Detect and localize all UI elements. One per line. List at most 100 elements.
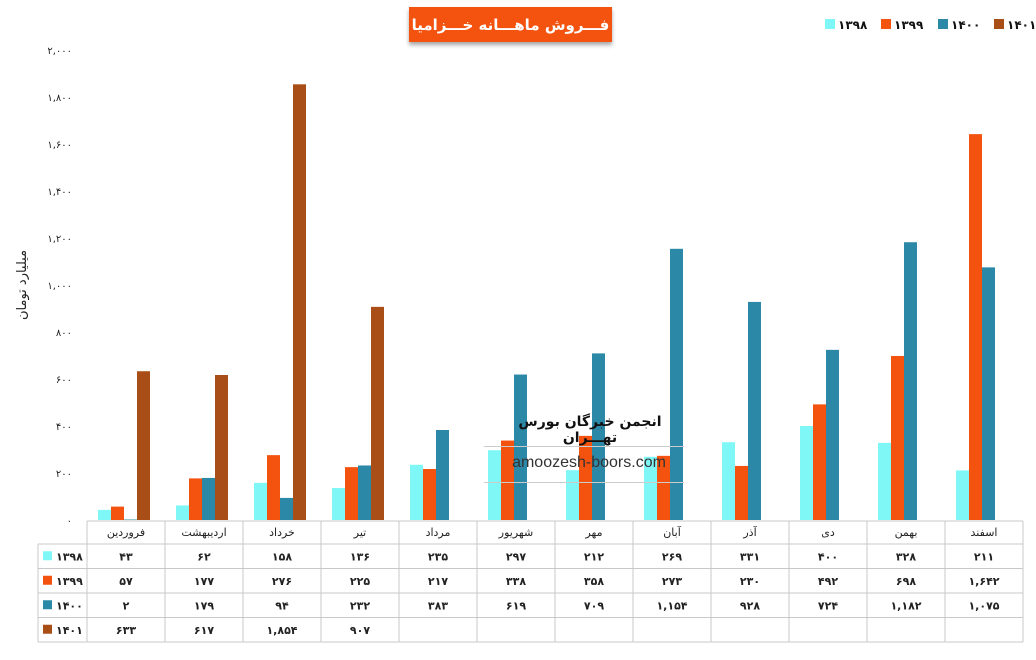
bar-2-8 xyxy=(657,455,670,520)
data-label: ۲۲۵ xyxy=(350,575,370,588)
legend-label-4: ۱۴۰۱ xyxy=(1007,18,1036,32)
bar-2-10 xyxy=(813,404,826,520)
y-tick-label: ۰ xyxy=(67,516,72,527)
y-axis-label: میلیارد تومان xyxy=(15,250,30,320)
bar-1-4 xyxy=(332,488,345,520)
data-label: ۲۹۷ xyxy=(506,550,526,563)
bar-1-6 xyxy=(488,450,501,520)
y-tick-label: ۸۰۰ xyxy=(56,328,72,339)
bar-3-5 xyxy=(436,429,449,520)
bar-3-3 xyxy=(280,497,293,520)
data-label: ۹۴ xyxy=(275,599,289,612)
bar-3-9 xyxy=(748,301,761,520)
bar-2-7 xyxy=(579,435,592,520)
data-label: ۶۱۹ xyxy=(506,599,526,612)
y-tick-label: ۶۰۰ xyxy=(56,375,72,386)
y-tick-label: ۲۰۰ xyxy=(56,469,72,480)
data-label: ۱,۸۵۴ xyxy=(266,624,297,637)
bar-1-11 xyxy=(878,442,891,520)
table-series-name: ۱۴۰۰ xyxy=(56,599,83,612)
x-tick-label: اردیبهشت xyxy=(181,526,226,539)
x-tick-label: خرداد xyxy=(269,526,295,539)
data-label: ۴۰۰ xyxy=(818,550,838,563)
y-tick-label: ۴۰۰ xyxy=(56,422,72,433)
table-series-name: ۱۴۰۱ xyxy=(56,624,83,637)
bar-3-7 xyxy=(592,353,605,520)
bar-3-8 xyxy=(670,248,683,520)
bar-3-12 xyxy=(982,267,995,520)
bars xyxy=(98,84,995,521)
data-label: ۶۲ xyxy=(197,550,211,563)
bar-1-5 xyxy=(410,464,423,520)
data-label: ۵۷ xyxy=(119,575,133,588)
data-label: ۳۳۱ xyxy=(740,550,760,563)
data-label: ۳۵۸ xyxy=(584,575,604,588)
data-label: ۶۱۷ xyxy=(194,624,214,637)
data-label: ۹۲۸ xyxy=(740,599,760,612)
watermark-divider-top xyxy=(484,446,684,447)
y-tick-label: ۱,۲۰۰ xyxy=(47,234,72,245)
data-label: ۷۲۴ xyxy=(818,599,838,612)
data-label: ۲۷۶ xyxy=(272,575,292,588)
bar-1-9 xyxy=(722,442,735,520)
bar-2-3 xyxy=(267,455,280,520)
data-label: ۴۹۲ xyxy=(818,575,838,588)
x-tick-label: آذر xyxy=(742,525,757,539)
y-tick-label: ۲,۰۰۰ xyxy=(47,46,72,57)
y-axis: ۰ ۲۰۰ ۴۰۰ ۶۰۰ ۸۰۰ ۱,۰۰۰ ۱,۲۰۰ ۱,۴۰۰ ۱,۶۰۰ ۱,۸۰۰ ۲,… xyxy=(47,46,72,527)
y-tick-label: ۱,۸۰۰ xyxy=(47,93,72,104)
data-label: ۹۰۷ xyxy=(350,624,370,637)
x-tick-label: مرداد xyxy=(426,526,451,539)
y-tick-label: ۱,۴۰۰ xyxy=(47,187,72,198)
data-label: ۲۳۲ xyxy=(350,599,370,612)
x-tick-label: مهر xyxy=(584,526,602,539)
legend-swatch-1 xyxy=(825,19,835,29)
legend-label-1: ۱۳۹۸ xyxy=(838,18,868,32)
table-series-name: ۱۳۹۸ xyxy=(56,550,83,563)
data-label: ۲۳۵ xyxy=(428,550,448,563)
x-tick-label: شهریور xyxy=(498,526,533,539)
bar-2-1 xyxy=(111,506,124,520)
chart-title: فـــروش ماهـــانه خـــزامیا xyxy=(409,7,612,42)
x-tick-label: اسفند xyxy=(971,526,998,539)
bar-2-5 xyxy=(423,469,436,520)
bar-4-2 xyxy=(215,375,228,520)
watermark-title: انجمن خبرگان بورس تهـــران xyxy=(518,414,662,446)
data-label: ۱,۰۷۵ xyxy=(968,599,999,612)
data-label: ۱۳۶ xyxy=(350,550,370,563)
bar-3-11 xyxy=(904,242,917,521)
data-label: ۳۲۸ xyxy=(896,550,916,563)
data-label: ۲۱۱ xyxy=(974,550,994,563)
legend: ۱۳۹۸ ۱۳۹۹ ۱۴۰۰ ۱۴۰۱ xyxy=(825,18,1036,32)
bar-4-1 xyxy=(137,371,150,520)
x-tick-label: دی xyxy=(821,526,835,539)
data-label: ۲۱۷ xyxy=(428,575,448,588)
data-label: ۱,۱۵۴ xyxy=(656,599,687,612)
bar-2-12 xyxy=(969,134,982,520)
data-label: ۲ xyxy=(123,599,130,612)
table-legend-swatch xyxy=(43,624,52,634)
bar-4-4 xyxy=(371,306,384,520)
watermark-url: amoozesh-boors.com xyxy=(512,454,666,471)
x-tick-label: آبان xyxy=(663,525,681,539)
bar-4-3 xyxy=(293,84,306,520)
data-label: ۲۳۰ xyxy=(740,575,760,588)
legend-swatch-3 xyxy=(938,19,948,29)
data-label: ۷۰۹ xyxy=(584,599,604,612)
bar-1-7 xyxy=(566,470,579,520)
bar-3-4 xyxy=(358,465,371,520)
legend-label-3: ۱۴۰۰ xyxy=(951,18,980,32)
data-label: ۳۸۳ xyxy=(428,599,448,612)
bar-1-3 xyxy=(254,482,267,520)
data-label: ۲۷۳ xyxy=(662,575,682,588)
data-label: ۶۳۳ xyxy=(116,624,136,637)
bar-1-1 xyxy=(98,509,111,520)
data-label: ۱۷۹ xyxy=(194,599,214,612)
x-tick-label: بهمن xyxy=(895,526,918,539)
legend-label-2: ۱۳۹۹ xyxy=(894,18,924,32)
data-table: فروردین اردیبهشت خرداد تیر مرداد شهریور مهر آبا… xyxy=(37,520,1024,643)
data-label: ۴۳ xyxy=(119,550,133,563)
bar-3-1 xyxy=(124,519,137,521)
data-label: ۶۹۸ xyxy=(896,575,916,588)
